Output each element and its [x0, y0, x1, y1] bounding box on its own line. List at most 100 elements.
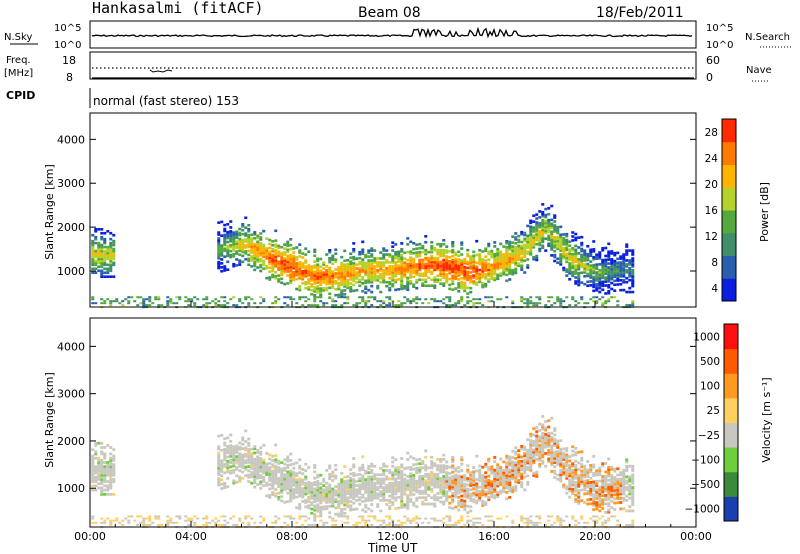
velocity-cell — [571, 490, 575, 493]
power-cell — [430, 266, 434, 270]
power-cell — [220, 244, 224, 247]
power-cell — [589, 284, 593, 287]
velocity-cell — [274, 460, 278, 464]
power-cell — [103, 239, 107, 243]
power-cell — [523, 302, 527, 305]
velocity-cell — [346, 479, 350, 483]
velocity-cell — [424, 517, 428, 520]
colorbar-segment — [722, 278, 736, 302]
velocity-cell — [178, 515, 182, 518]
power-cell — [91, 298, 95, 301]
power-cell — [319, 271, 323, 275]
velocity-cell — [334, 485, 338, 489]
velocity-cell — [535, 453, 539, 457]
velocity-cell — [340, 495, 344, 499]
velocity-cell — [235, 467, 239, 471]
power-cell — [514, 245, 518, 249]
power-cell — [481, 260, 485, 263]
velocity-cell — [94, 480, 98, 483]
power-cell — [412, 298, 416, 301]
power-cell — [580, 271, 584, 275]
velocity-cell — [259, 515, 263, 518]
power-cell — [475, 283, 479, 286]
power-cell — [367, 263, 371, 266]
power-cell — [484, 277, 488, 280]
velocity-cell — [556, 439, 560, 443]
power-cell — [379, 300, 383, 303]
velocity-cell — [460, 498, 464, 502]
velocity-cell — [565, 447, 569, 450]
velocity-cell — [313, 470, 317, 474]
velocity-cell — [385, 464, 389, 468]
power-cell — [109, 275, 113, 278]
power-cell — [97, 243, 101, 247]
power-cell — [523, 253, 527, 257]
power-cell — [472, 280, 476, 283]
power-cell — [103, 251, 107, 255]
velocity-cell — [487, 466, 491, 470]
velocity-cell — [286, 500, 290, 503]
power-cell — [622, 272, 626, 276]
velocity-cell — [445, 483, 449, 487]
power-cell — [424, 262, 428, 266]
velocity-cell — [295, 478, 299, 482]
power-cell — [106, 229, 110, 233]
velocity-cell — [328, 477, 332, 481]
power-cell — [217, 231, 221, 234]
velocity-cell — [481, 465, 485, 469]
colorbar-tick-label: 8 — [711, 257, 718, 269]
power-cell — [268, 266, 272, 269]
power-cell — [247, 249, 251, 253]
velocity-cell — [274, 494, 278, 498]
velocity-cell — [469, 484, 473, 487]
velocity-cell — [334, 493, 338, 497]
power-cell — [328, 272, 332, 276]
power-cell — [580, 263, 584, 267]
velocity-cell — [373, 473, 377, 477]
power-cell — [559, 233, 563, 237]
power-cell — [400, 302, 404, 305]
power-cell — [457, 266, 461, 269]
power-cell — [355, 275, 359, 278]
velocity-cell — [415, 467, 419, 470]
velocity-cell — [553, 521, 557, 524]
power-cell — [604, 260, 608, 264]
power-cell — [448, 267, 452, 271]
velocity-cell — [304, 501, 308, 504]
power-cell — [565, 232, 569, 236]
velocity-cell — [598, 486, 602, 489]
power-cell — [352, 304, 356, 307]
velocity-cell — [445, 498, 449, 502]
velocity-cell — [91, 515, 95, 518]
velocity-cell — [427, 472, 431, 476]
power-cell — [472, 250, 476, 254]
velocity-cell — [220, 467, 224, 471]
power-cell — [394, 260, 398, 264]
velocity-cell — [487, 479, 491, 482]
power-cell — [607, 272, 611, 275]
velocity-cell — [556, 515, 560, 518]
power-cell — [520, 296, 524, 299]
power-cell — [580, 235, 584, 239]
velocity-cell — [409, 521, 413, 524]
velocity-cell — [364, 482, 368, 486]
power-cell — [598, 251, 602, 254]
velocity-cell — [277, 481, 281, 484]
velocity-cell — [232, 515, 236, 518]
power-cell — [286, 270, 290, 273]
velocity-cell — [271, 484, 275, 488]
power-cell — [325, 272, 329, 276]
power-cell — [367, 265, 371, 268]
velocity-cell — [217, 479, 221, 483]
power-cell — [346, 264, 350, 268]
velocity-cell — [607, 517, 611, 520]
velocity-cell — [313, 519, 317, 522]
velocity-cell — [397, 495, 401, 499]
velocity-cell — [103, 467, 107, 471]
velocity-cell — [454, 490, 458, 494]
velocity-cell — [601, 483, 605, 487]
velocity-cell — [511, 456, 515, 460]
velocity-cell — [397, 506, 401, 510]
power-cell — [277, 264, 281, 267]
power-cell — [226, 222, 230, 226]
